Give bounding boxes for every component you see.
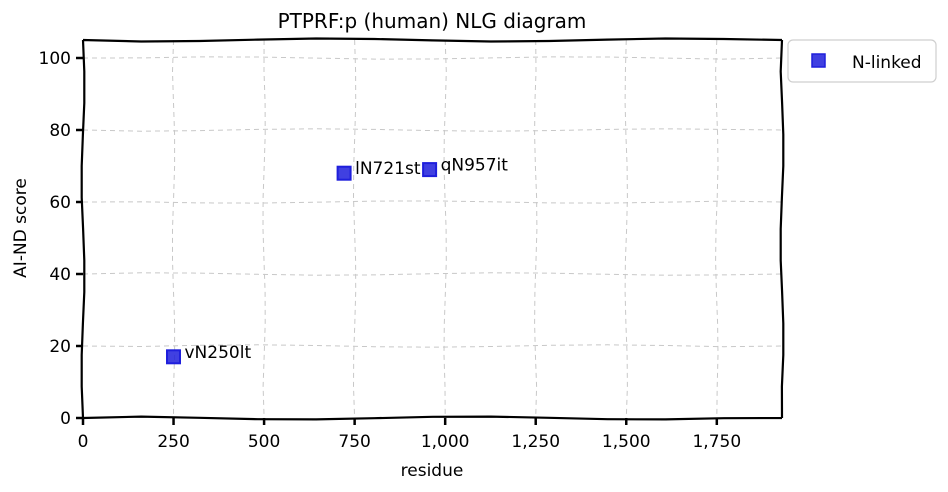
data-point-label: qN957it (441, 156, 509, 176)
data-point (422, 162, 438, 178)
grid-line-x (262, 39, 266, 419)
x-axis-ticks: 0 250 500 750 1,000 1,250 1,500 1,750 (78, 418, 741, 452)
data-point-label: lN721st (355, 159, 421, 179)
grid-lines (82, 39, 783, 419)
legend-marker-n-linked (811, 53, 826, 68)
grid-line-y (82, 56, 783, 60)
legend-label-n-linked: N-linked (852, 53, 922, 73)
x-axis-label: residue (401, 461, 464, 481)
x-tick-label: 1,500 (602, 432, 651, 452)
y-tick-label: 100 (39, 49, 71, 69)
data-point-label: vN250lt (185, 343, 252, 363)
plot-frame (80, 37, 785, 421)
legend: N-linked (787, 39, 937, 83)
grid-line-x (443, 39, 447, 419)
y-axis-label: AI-ND score (11, 178, 31, 278)
x-tick-label: 1,750 (692, 432, 741, 452)
grid-line-y (82, 272, 783, 276)
y-tick-label: 60 (49, 193, 71, 213)
chart-title: PTPRF:p (human) NLG diagram (278, 9, 587, 33)
y-tick-label: 20 (49, 337, 71, 357)
data-point (166, 349, 181, 365)
grid-line-x (624, 39, 628, 419)
grid-line-x (352, 39, 357, 419)
y-axis-ticks: 0 20 40 60 80 100 (39, 49, 83, 429)
x-tick-label: 250 (157, 432, 189, 452)
data-points: vN250lt lN721st qN957it (166, 156, 509, 365)
y-tick-label: 0 (60, 409, 71, 429)
x-tick-label: 0 (78, 432, 89, 452)
grid-line-y (82, 128, 783, 132)
grid-line-x (534, 39, 538, 419)
legend-box (787, 39, 937, 83)
y-tick-label: 80 (49, 121, 71, 141)
x-tick-label: 1,250 (511, 432, 560, 452)
y-tick-label: 40 (49, 265, 71, 285)
x-tick-label: 500 (248, 432, 280, 452)
data-point (336, 165, 352, 181)
grid-line-y (82, 200, 783, 204)
grid-line-x (715, 39, 719, 419)
x-tick-label: 750 (338, 432, 370, 452)
x-tick-label: 1,000 (421, 432, 470, 452)
